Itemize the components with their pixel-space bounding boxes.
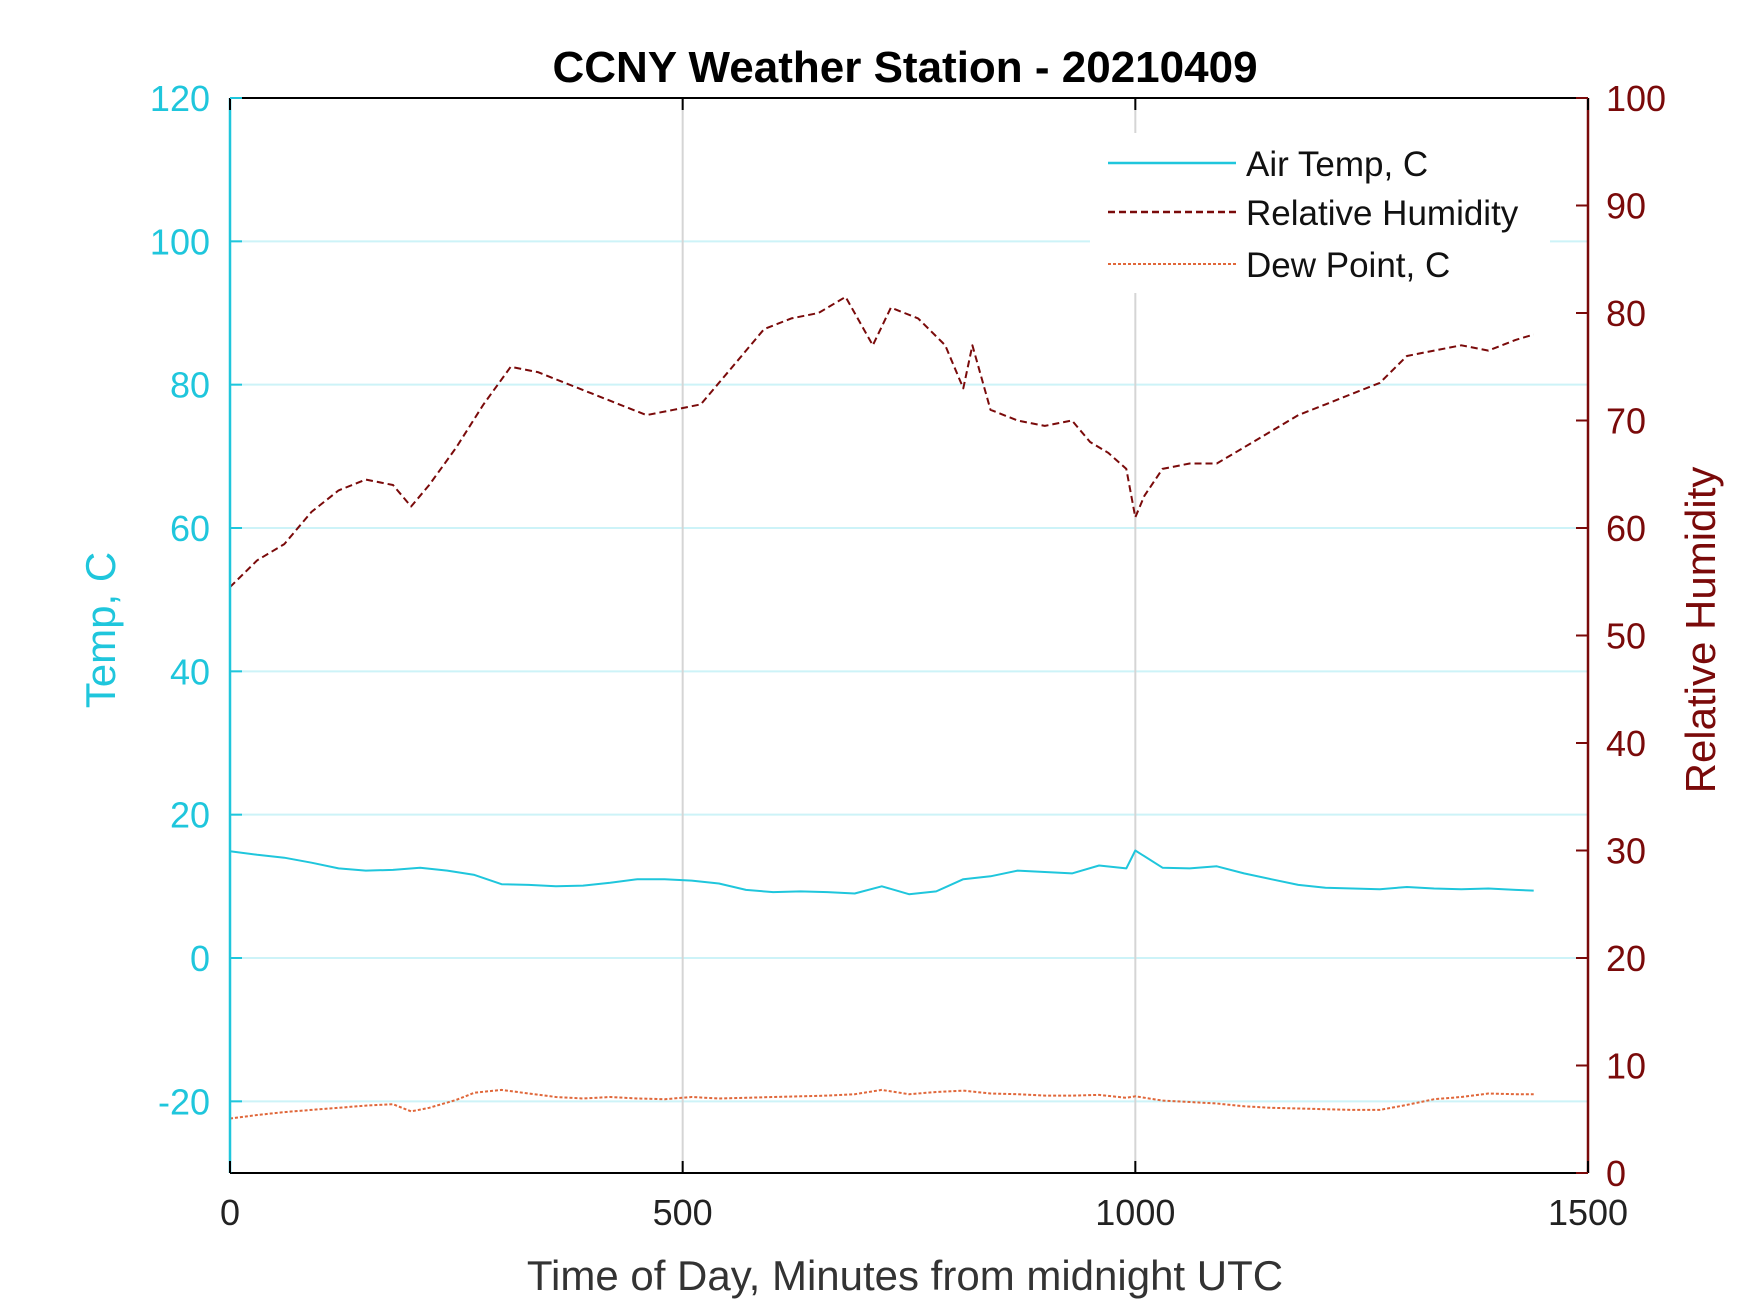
- series-line-air-temp: [229, 849, 1534, 896]
- left-tick-label: 0: [190, 938, 210, 979]
- chart-title: CCNY Weather Station - 20210409: [552, 43, 1257, 92]
- left-tick-label: 100: [150, 221, 210, 262]
- x-tick-label: 1000: [1095, 1192, 1175, 1233]
- x-tick-label: 0: [220, 1192, 240, 1233]
- tick-labels: 0 500 1000 1500 -20 0 20 40 60 80 100 120 0 10 20 30 40 5…: [150, 78, 1666, 1233]
- right-tick-label: 60: [1606, 508, 1646, 549]
- legend-label-dew-point: Dew Point, C: [1246, 246, 1450, 285]
- right-tick-label: 70: [1606, 401, 1646, 442]
- x-tick-label: 1500: [1548, 1192, 1628, 1233]
- left-tick-label: 60: [170, 508, 210, 549]
- plot-series: [229, 295, 1534, 1120]
- legend-label-relative-humidity: Relative Humidity: [1246, 194, 1519, 233]
- right-axis-label: Relative Humidity: [1677, 467, 1724, 794]
- left-tick-label: 120: [150, 78, 210, 119]
- right-tick-label: 30: [1606, 831, 1646, 872]
- series-line-dew-point: [229, 1088, 1534, 1120]
- x-axis-label: Time of Day, Minutes from midnight UTC: [527, 1252, 1283, 1299]
- legend-label-air-temp: Air Temp, C: [1246, 145, 1428, 184]
- legend: Air Temp, C Relative Humidity Dew Point,…: [1090, 133, 1550, 293]
- x-tick-label: 500: [653, 1192, 713, 1233]
- left-tick-label: -20: [158, 1081, 210, 1122]
- right-tick-label: 20: [1606, 938, 1646, 979]
- right-tick-label: 80: [1606, 293, 1646, 334]
- left-tick-label: 20: [170, 795, 210, 836]
- series-line-relative-humidity: [229, 295, 1534, 588]
- right-tick-label: 10: [1606, 1046, 1646, 1087]
- left-tick-label: 80: [170, 365, 210, 406]
- left-axis-label: Temp, C: [77, 552, 124, 708]
- right-tick-label: 50: [1606, 616, 1646, 657]
- right-tick-label: 40: [1606, 723, 1646, 764]
- right-tick-label: 90: [1606, 186, 1646, 227]
- left-tick-label: 40: [170, 651, 210, 692]
- right-tick-label: 100: [1606, 78, 1666, 119]
- right-tick-label: 0: [1606, 1153, 1626, 1194]
- axes: [228, 97, 1590, 1174]
